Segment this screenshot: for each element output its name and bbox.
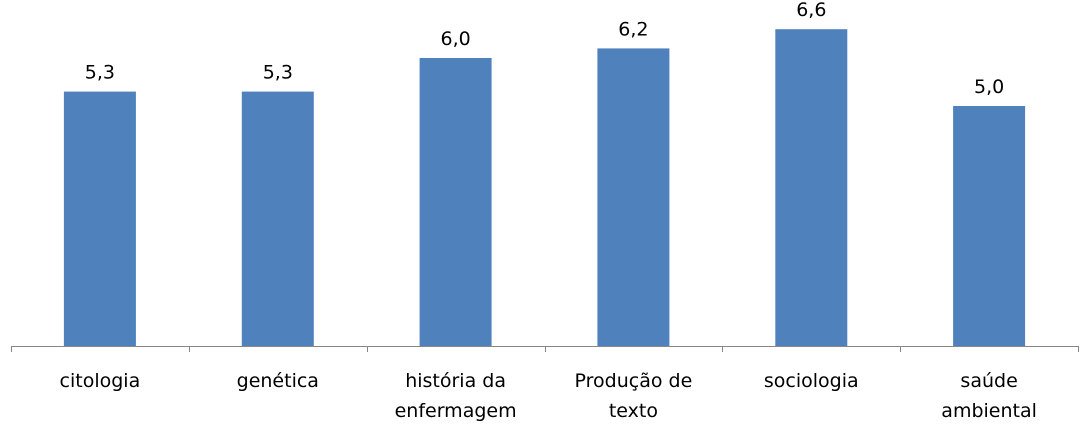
category-label: citologia: [60, 370, 141, 392]
bars-group: [63, 29, 1026, 347]
category-label: sociologia: [764, 370, 859, 392]
data-label: 5,3: [85, 62, 115, 84]
data-label: 6,2: [618, 18, 648, 40]
category-label-line: sociologia: [764, 370, 859, 392]
bar: [953, 106, 1026, 346]
data-label: 5,3: [263, 62, 293, 84]
data-label: 6,6: [796, 0, 826, 21]
category-label: saúde ambiental: [941, 370, 1037, 422]
bar: [775, 29, 848, 346]
category-label: história da enfermagem: [395, 370, 517, 422]
category-label-line: enfermagem: [395, 400, 517, 422]
category-label-line: genética: [237, 370, 319, 392]
data-label: 5,0: [974, 76, 1004, 98]
bar: [63, 91, 136, 346]
value-labels-group: 5,3 5,3 6,0 6,2 6,6 5,0: [85, 0, 1004, 98]
category-label-line: Produção de: [575, 370, 693, 392]
category-label-line: citologia: [60, 370, 141, 392]
bar: [597, 48, 670, 347]
category-label-line: saúde: [960, 370, 1017, 392]
category-label-line: ambiental: [941, 400, 1037, 422]
category-label: genética: [237, 370, 319, 392]
bar: [419, 58, 492, 346]
bar: [241, 91, 314, 346]
category-labels-group: citologia genética história da enfermagem Pr…: [60, 370, 1037, 422]
data-label: 6,0: [440, 28, 470, 50]
category-label-line: história da: [405, 370, 506, 392]
category-label-line: texto: [609, 400, 658, 422]
x-axis: [11, 346, 1079, 352]
category-label: Produção de texto: [575, 370, 693, 422]
